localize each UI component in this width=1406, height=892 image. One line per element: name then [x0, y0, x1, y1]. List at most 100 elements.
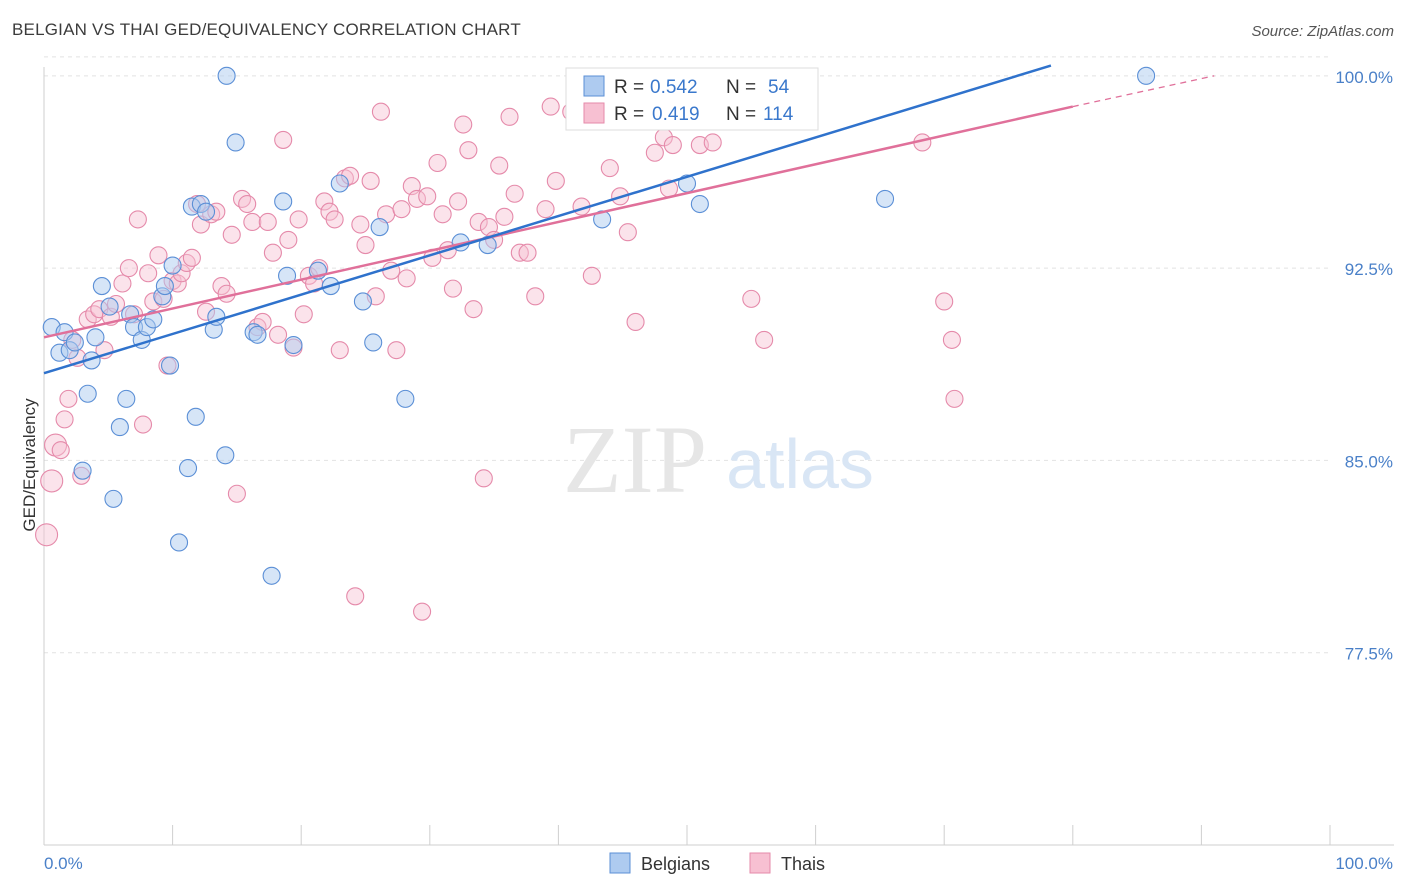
belgians-point-9	[92, 277, 111, 296]
thais-point-105	[626, 312, 645, 332]
thais-point-1	[40, 469, 64, 493]
belgians-point-46	[396, 389, 415, 408]
thais-point-61	[346, 587, 365, 606]
belgians-point-10	[100, 297, 119, 316]
legend-n-label-belgians: N =	[726, 77, 756, 98]
legend-r-value-thais: 0.419	[652, 104, 700, 125]
thais-point-98	[546, 171, 565, 190]
thais-point-92	[505, 184, 524, 203]
thais-point-0	[35, 523, 59, 547]
thais-point-51	[294, 305, 313, 324]
legend-r-label-thais: R =	[614, 104, 644, 125]
thais-point-86	[474, 469, 493, 488]
y-tick-label-1: 85.0%	[1345, 452, 1393, 471]
thais-point-66	[371, 102, 390, 121]
legend-n-value-thais: 114	[763, 104, 794, 125]
belgians-point-52	[875, 189, 895, 208]
belgians-point-28	[196, 202, 216, 221]
x-tick-label-0: 0.0%	[44, 854, 83, 873]
legend-n-value-belgians: 54	[768, 77, 790, 98]
belgians-point-37	[274, 192, 293, 211]
thais-point-113	[755, 330, 774, 349]
thais-point-82	[454, 115, 473, 134]
thais-point-38	[227, 484, 246, 503]
belgians-point-21	[160, 356, 180, 375]
thais-point-57	[325, 210, 344, 229]
thais-point-45	[263, 243, 282, 262]
thais-point-112	[742, 289, 761, 308]
thais-point-15	[113, 274, 132, 293]
belgians-point-45	[370, 218, 389, 237]
thais-point-104	[618, 223, 637, 242]
thais-point-44	[258, 212, 277, 232]
thais-point-37	[222, 225, 241, 244]
watermark-zip: ZIP	[563, 406, 707, 513]
belgians-point-32	[217, 66, 236, 85]
x-tick-label-1: 100.0%	[1335, 854, 1393, 873]
thais-point-85	[469, 212, 488, 232]
thais-point-2	[44, 433, 68, 457]
belgians-point-38	[278, 266, 297, 285]
thais-point-74	[413, 602, 432, 621]
bottom-legend-swatch-thais	[749, 852, 771, 874]
legend-box	[565, 67, 819, 131]
belgians-point-53	[1137, 66, 1156, 85]
thais-point-47	[274, 130, 293, 149]
thais-point-116	[942, 330, 961, 349]
thais-point-96	[536, 200, 555, 219]
thais-point-70	[392, 200, 411, 219]
thais-point-90	[495, 207, 514, 226]
thais-point-40	[238, 194, 257, 214]
trend-lines	[43, 64, 1215, 375]
belgians-point-44	[364, 333, 383, 352]
thais-point-18	[128, 210, 147, 229]
watermark: ZIP atlas	[563, 406, 874, 513]
thais-point-81	[449, 192, 468, 211]
thais-point-36	[217, 284, 236, 303]
thais-point-22	[149, 246, 168, 265]
belgians-point-33	[226, 133, 245, 152]
thais-point-5	[59, 389, 78, 408]
source-label: Source: ZipAtlas.com	[1251, 23, 1394, 40]
belgians-point-43	[353, 292, 372, 311]
thais-trend-line	[43, 105, 1074, 339]
thais-point-55	[315, 192, 334, 211]
legend-n-label-thais: N =	[726, 104, 756, 125]
thais-trend-extension	[1072, 75, 1215, 108]
thais-point-77	[428, 153, 447, 173]
tick-labels: 77.5% 85.0% 92.5% 100.0% 0.0% 100.0%	[44, 68, 1393, 873]
belgians-point-12	[110, 418, 129, 437]
belgians-point-39	[284, 335, 303, 355]
legend-r-label-belgians: R =	[614, 77, 644, 98]
thais-point-58	[330, 341, 349, 360]
thais-point-101	[582, 266, 601, 285]
belgians-point-35	[248, 325, 267, 344]
watermark-atlas: atlas	[726, 425, 874, 503]
chart-title: BELGIAN VS THAI GED/EQUIVALENCY CORRELAT…	[12, 20, 521, 39]
correlation-legend: R = 0.542 N = 54 R = 0.419 N = 114	[565, 67, 819, 131]
belgians-point-51	[690, 194, 709, 214]
thais-point-111	[703, 133, 722, 152]
bottom-legend-label-thais: Thais	[781, 854, 825, 874]
y-axis-title: GED/Equivalency	[20, 398, 39, 532]
thais-point-94	[518, 243, 537, 262]
thais-point-39	[232, 189, 252, 208]
bottom-legend-swatch-belgians	[609, 852, 631, 874]
belgians-point-26	[186, 407, 205, 426]
belgians-point-31	[216, 446, 235, 465]
thais-point-93	[510, 243, 529, 262]
thais-point-16	[119, 259, 138, 278]
belgians-point-42	[330, 174, 349, 193]
thais-point-64	[361, 171, 380, 190]
thais-point-3	[51, 441, 70, 460]
thais-point-106	[645, 143, 664, 162]
y-tick-label-2: 92.5%	[1345, 260, 1393, 279]
thais-point-48	[279, 230, 298, 249]
thais-point-102	[600, 159, 619, 178]
belgians-points	[42, 66, 1156, 585]
thais-point-71	[397, 269, 416, 288]
series-legend: Belgians Thais	[609, 852, 825, 874]
y-tick-label-0: 77.5%	[1345, 645, 1393, 664]
belgians-point-4	[65, 333, 84, 352]
thais-point-29	[182, 248, 201, 267]
